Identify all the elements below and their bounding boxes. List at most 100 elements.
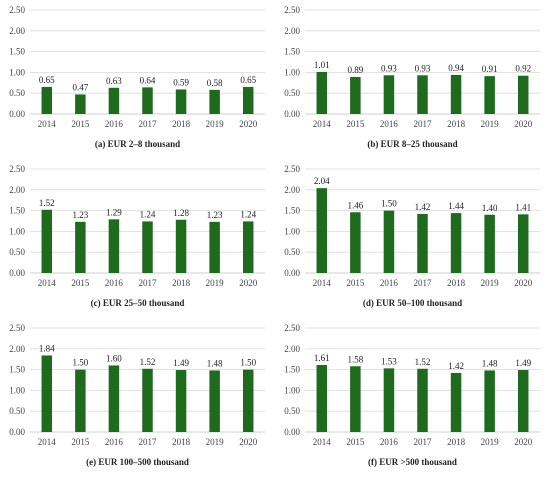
y-tick-label: 1.50 xyxy=(284,47,300,57)
data-label: 1.24 xyxy=(140,209,156,219)
data-label: 1.48 xyxy=(207,358,223,368)
x-tick-label: 2019 xyxy=(206,119,225,129)
y-tick-label: 0.00 xyxy=(9,268,25,278)
x-tick-label: 2018 xyxy=(447,119,466,129)
bar xyxy=(450,372,462,432)
y-tick-label: 2.00 xyxy=(284,344,300,354)
y-tick-label: 0.50 xyxy=(284,88,300,98)
y-tick-label: 2.50 xyxy=(284,323,300,333)
y-tick-label: 2.00 xyxy=(9,185,25,195)
panel-caption: (a) EUR 2–8 thousand xyxy=(94,139,181,149)
x-tick-label: 2017 xyxy=(414,437,433,447)
bar xyxy=(383,368,395,432)
x-tick-label: 2019 xyxy=(481,278,500,288)
bar xyxy=(484,370,495,432)
data-label: 0.65 xyxy=(240,75,256,85)
bar xyxy=(417,213,428,273)
chart-panel: 0.00 0.50 1.00 1.50 2.00 2.50 0.65 2014 0.47 2015… xyxy=(0,0,275,159)
bar xyxy=(175,370,187,432)
x-tick-label: 2018 xyxy=(447,278,466,288)
x-tick-label: 2015 xyxy=(346,119,365,129)
x-tick-label: 2018 xyxy=(172,278,191,288)
data-label: 0.63 xyxy=(106,76,122,86)
x-tick-label: 2016 xyxy=(105,119,124,129)
y-tick-label: 0.00 xyxy=(284,268,300,278)
x-tick-label: 2019 xyxy=(481,437,500,447)
chart-svg: 0.00 0.50 1.00 1.50 2.00 2.50 1.01 2014 0.89 2015… xyxy=(284,5,540,129)
panel-caption: (e) EUR 100–500 thousand xyxy=(86,457,189,467)
x-tick-label: 2015 xyxy=(71,278,90,288)
bar xyxy=(142,368,153,432)
x-tick-label: 2014 xyxy=(313,437,332,447)
x-tick-label: 2014 xyxy=(313,119,332,129)
data-label: 1.50 xyxy=(240,358,256,368)
y-tick-label: 1.00 xyxy=(284,385,300,395)
data-label: 1.52 xyxy=(140,357,156,367)
chart-panel: 0.00 0.50 1.00 1.50 2.00 2.50 1.52 2014 1.23 2015… xyxy=(0,159,275,318)
data-label: 1.52 xyxy=(39,198,55,208)
y-tick-label: 2.50 xyxy=(9,5,25,15)
data-label: 0.58 xyxy=(207,78,223,88)
x-tick-label: 2020 xyxy=(239,437,258,447)
data-label: 0.92 xyxy=(515,64,531,74)
x-tick-label: 2018 xyxy=(172,437,191,447)
bar xyxy=(450,213,462,273)
data-label: 0.94 xyxy=(448,63,464,73)
y-tick-label: 0.50 xyxy=(9,406,25,416)
bar xyxy=(242,369,254,432)
x-tick-label: 2019 xyxy=(206,437,225,447)
data-label: 1.28 xyxy=(173,208,189,218)
data-label: 1.58 xyxy=(347,354,363,364)
y-tick-label: 1.50 xyxy=(9,47,25,57)
x-tick-label: 2017 xyxy=(414,119,433,129)
bar xyxy=(484,76,495,114)
y-tick-label: 0.00 xyxy=(284,427,300,437)
data-label: 0.93 xyxy=(381,63,397,73)
x-tick-label: 2017 xyxy=(139,119,158,129)
bar xyxy=(517,370,529,432)
data-label: 1.48 xyxy=(482,358,498,368)
bar xyxy=(316,71,328,114)
bar xyxy=(75,94,86,114)
x-tick-label: 2015 xyxy=(346,278,365,288)
panel-caption: (b) EUR 8–25 thousand xyxy=(367,139,458,149)
y-tick-label: 0.00 xyxy=(9,109,25,119)
data-label: 1.49 xyxy=(173,358,189,368)
bar xyxy=(242,86,254,114)
y-tick-label: 1.00 xyxy=(284,226,300,236)
x-tick-label: 2017 xyxy=(414,278,433,288)
data-label: 0.59 xyxy=(173,77,189,87)
x-tick-label: 2016 xyxy=(380,437,399,447)
data-label: 0.65 xyxy=(39,75,55,85)
bar xyxy=(316,188,328,273)
x-tick-label: 2014 xyxy=(313,278,332,288)
chart-svg: 0.00 0.50 1.00 1.50 2.00 2.50 2.04 2014 1.46 2015… xyxy=(284,164,540,288)
bar xyxy=(75,221,86,273)
data-label: 0.91 xyxy=(482,64,498,74)
y-tick-label: 0.50 xyxy=(284,406,300,416)
x-tick-label: 2018 xyxy=(172,119,191,129)
data-label: 1.42 xyxy=(448,361,464,371)
chart-panel: 0.00 0.50 1.00 1.50 2.00 2.50 1.01 2014 0.89 2015… xyxy=(275,0,550,159)
x-tick-label: 2020 xyxy=(514,437,533,447)
y-tick-label: 0.50 xyxy=(9,88,25,98)
x-tick-label: 2020 xyxy=(239,278,258,288)
chart-svg: 0.00 0.50 1.00 1.50 2.00 2.50 1.84 2014 1.50 2015… xyxy=(9,323,265,447)
data-label: 0.47 xyxy=(72,82,88,92)
chart-svg: 0.00 0.50 1.00 1.50 2.00 2.50 0.65 2014 0.47 2015… xyxy=(9,5,265,129)
y-tick-label: 0.00 xyxy=(9,427,25,437)
chart-svg: 0.00 0.50 1.00 1.50 2.00 2.50 1.52 2014 1.23 2015… xyxy=(9,164,265,288)
data-label: 1.60 xyxy=(106,353,122,363)
y-tick-label: 0.00 xyxy=(284,109,300,119)
data-label: 1.52 xyxy=(415,357,431,367)
data-label: 0.93 xyxy=(415,63,431,73)
y-tick-label: 2.50 xyxy=(9,164,25,174)
y-tick-label: 0.50 xyxy=(9,247,25,257)
bar xyxy=(383,210,395,273)
bar xyxy=(41,209,53,273)
bar xyxy=(142,87,153,114)
data-label: 1.41 xyxy=(515,202,531,212)
panel-caption: (f) EUR >500 thousand xyxy=(368,457,457,467)
bar xyxy=(517,75,529,114)
